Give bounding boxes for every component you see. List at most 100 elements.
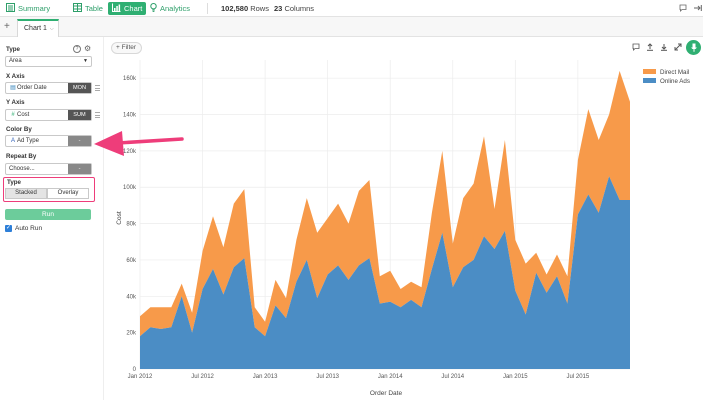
y-tick-label: 140k	[123, 113, 137, 119]
text-type-icon: A	[10, 138, 15, 144]
tab-chart-1-label: Chart 1	[24, 25, 47, 32]
table-label: Table	[85, 4, 103, 13]
repeat-by-select[interactable]: Choose... -	[5, 163, 92, 175]
legend-label-direct-mail: Direct Mail	[660, 69, 689, 76]
auto-run-label: Auto Run	[15, 225, 43, 232]
analytics-button[interactable]: Analytics	[150, 2, 190, 15]
drag-handle-icon[interactable]	[95, 112, 100, 118]
rows-label: Rows	[250, 4, 269, 13]
y-axis-field-name: Cost	[17, 112, 30, 118]
legend-swatch-direct-mail	[643, 69, 656, 74]
plus-icon: +	[116, 44, 120, 51]
x-tick-label: Jul 2014	[441, 374, 464, 380]
x-tick-label: Jul 2012	[191, 374, 214, 380]
y-axis-aggregation[interactable]: SUM	[68, 110, 91, 120]
analytics-label: Analytics	[160, 4, 191, 13]
columns-label: Columns	[284, 4, 315, 13]
chart-areas	[140, 70, 630, 369]
gear-icon[interactable]: ⚙	[84, 44, 92, 53]
x-axis-title: Order Date	[370, 390, 403, 397]
rows-number: 102,580	[221, 4, 249, 13]
x-tick-label: Jan 2012	[128, 374, 153, 380]
repeat-by-label: Repeat By	[6, 153, 37, 160]
x-tick-label: Jan 2015	[503, 374, 528, 380]
chart-config-panel: Type ? ⚙ Area ▼ X Axis ▤Order Date MON Y…	[0, 37, 104, 400]
repeat-by-value: Choose...	[9, 166, 35, 172]
y-axis-title: Cost	[116, 211, 123, 225]
drag-handle-icon[interactable]	[95, 85, 100, 91]
chevron-down-icon[interactable]: ⌵	[49, 26, 54, 32]
x-axis-ticks: Jan 2012 Jul 2012 Jan 2013 Jul 2013 Jan 2014…	[128, 374, 590, 380]
help-icon[interactable]: ?	[73, 45, 81, 53]
x-tick-label: Jan 2014	[378, 374, 403, 380]
summary-icon	[6, 2, 15, 16]
x-tick-label: Jul 2013	[316, 374, 339, 380]
add-tab-button[interactable]: +	[4, 21, 10, 32]
download-icon[interactable]	[660, 43, 668, 53]
y-tick-label: 60k	[126, 258, 137, 264]
color-by-aggregation[interactable]: -	[68, 136, 91, 146]
toolbar-divider	[207, 3, 208, 14]
run-button[interactable]: Run	[5, 209, 91, 220]
y-tick-label: 0	[133, 367, 137, 373]
columns-count: 23 Columns	[274, 2, 314, 15]
color-by-label: Color By	[6, 126, 32, 133]
chart-type-value: Area	[9, 58, 22, 64]
y-tick-label: 100k	[123, 185, 137, 191]
exit-icon[interactable]	[693, 3, 702, 16]
stack-type-group: Type Stacked Overlay	[3, 177, 95, 202]
stack-type-label: Type	[7, 179, 21, 186]
y-axis-label: Y Axis	[6, 99, 25, 106]
area-series-direct-mail	[140, 70, 630, 337]
area-series-online-ads	[140, 176, 630, 369]
color-by-field[interactable]: A Ad Type -	[5, 135, 92, 147]
chart-tab-bar: + Chart 1 ⌵	[0, 17, 703, 37]
y-tick-label: 160k	[123, 76, 137, 82]
legend-label-online-ads: Online Ads	[660, 78, 690, 85]
color-by-field-name: Ad Type	[17, 138, 39, 144]
chart-type-label: Type	[6, 46, 20, 53]
x-tick-label: Jul 2015	[567, 374, 590, 380]
top-toolbar: Summary Table Chart Analytics 102,580 Ro…	[0, 0, 703, 17]
rows-count: 102,580 Rows	[221, 2, 269, 15]
pin-icon[interactable]	[686, 40, 701, 55]
area-chart: 0 20k 40k 60k 80k 100k 120k 140k 160k Jan 2012 Ju…	[116, 60, 690, 397]
auto-run-checkbox[interactable]: ✓	[5, 224, 12, 232]
filter-button[interactable]: + Filter	[111, 42, 142, 54]
lightbulb-icon	[150, 2, 157, 16]
chart-legend: Direct Mail Online Ads	[643, 69, 690, 85]
stacked-toggle[interactable]: Stacked	[5, 188, 47, 199]
x-axis-field-name: Order Date	[17, 85, 47, 91]
overlay-toggle[interactable]: Overlay	[47, 188, 89, 199]
y-tick-label: 80k	[126, 222, 137, 228]
y-tick-label: 20k	[126, 331, 137, 337]
chart-label: Chart	[124, 4, 143, 13]
repeat-by-aggregation[interactable]: -	[68, 164, 91, 174]
chart-button[interactable]: Chart	[108, 2, 147, 16]
comment-icon[interactable]	[679, 3, 687, 16]
legend-swatch-online-ads	[643, 78, 656, 83]
share-icon[interactable]	[646, 43, 654, 53]
y-axis-field[interactable]: # Cost SUM	[5, 109, 92, 121]
tab-chart-1[interactable]: Chart 1 ⌵	[17, 19, 59, 37]
summary-label: Summary	[18, 4, 51, 13]
y-tick-label: 40k	[126, 294, 137, 300]
x-axis-aggregation[interactable]: MON	[68, 83, 91, 93]
auto-run-option[interactable]: ✓ Auto Run	[5, 224, 42, 233]
table-icon	[73, 2, 82, 16]
x-axis-label: X Axis	[6, 73, 25, 80]
chart-icon	[112, 3, 121, 16]
dropdown-caret-icon: ▼	[83, 58, 88, 64]
x-tick-label: Jan 2013	[253, 374, 278, 380]
expand-icon[interactable]	[674, 43, 682, 53]
chart-type-select[interactable]: Area ▼	[5, 56, 92, 67]
calendar-icon: ▤	[10, 85, 16, 91]
table-button[interactable]: Table	[73, 2, 103, 15]
numeric-icon: #	[11, 112, 15, 118]
summary-button[interactable]: Summary	[6, 2, 50, 15]
y-axis-ticks: 0 20k 40k 60k 80k 100k 120k 140k 160k	[123, 76, 137, 373]
filter-label: Filter	[121, 44, 137, 51]
x-axis-field[interactable]: ▤Order Date MON	[5, 82, 92, 94]
columns-number: 23	[274, 4, 283, 13]
comment-icon[interactable]	[632, 43, 640, 53]
